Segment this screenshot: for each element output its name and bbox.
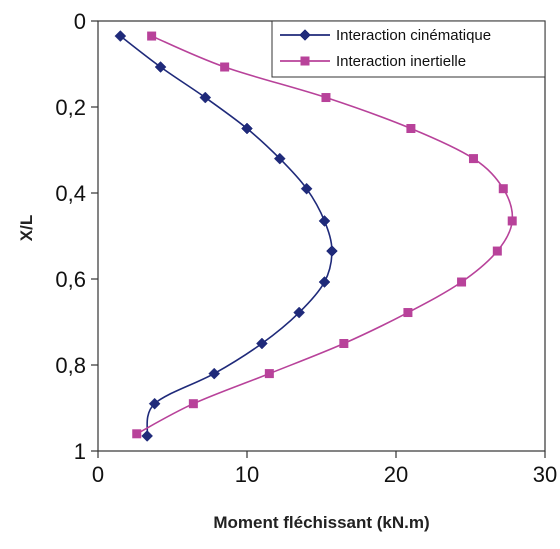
data-point xyxy=(318,215,331,227)
data-point xyxy=(273,152,286,165)
data-point xyxy=(264,369,274,379)
legend-marker xyxy=(300,56,310,66)
data-point xyxy=(339,339,349,348)
data-point xyxy=(492,246,502,256)
data-point xyxy=(468,154,478,164)
data-point xyxy=(256,337,268,350)
data-point xyxy=(300,182,313,195)
y-tick-label: 0,8 xyxy=(55,353,86,378)
legend-label: Interaction cinématique xyxy=(336,27,491,44)
series-2 xyxy=(132,31,517,439)
y-tick-label: 0,6 xyxy=(55,267,86,292)
x-tick-label: 30 xyxy=(533,462,557,487)
data-point xyxy=(293,306,306,319)
series-1 xyxy=(114,30,338,442)
data-point xyxy=(220,62,230,72)
plot-frame xyxy=(97,20,546,452)
data-point xyxy=(208,367,221,380)
legend-item: Interaction cinématique xyxy=(280,27,491,44)
plot-area xyxy=(97,20,546,452)
x-axis-label: Moment fléchissant (kN.m) xyxy=(213,513,429,532)
legend-marker xyxy=(299,29,311,41)
legend-box xyxy=(271,20,546,78)
y-tick-label: 1 xyxy=(74,439,86,464)
data-point xyxy=(188,399,198,409)
data-point xyxy=(148,397,161,410)
data-point xyxy=(321,93,331,103)
series-layer xyxy=(114,30,517,442)
data-point xyxy=(406,124,416,133)
data-point xyxy=(326,245,338,257)
legend-label: Interaction inertielle xyxy=(336,53,466,70)
x-tick-label: 20 xyxy=(384,462,408,487)
x-tick-label: 10 xyxy=(235,462,259,487)
y-axis-label: X/L xyxy=(17,215,36,241)
data-point xyxy=(132,429,142,439)
data-point xyxy=(457,277,467,287)
data-point xyxy=(147,31,157,41)
data-point xyxy=(498,184,508,194)
y-tick-label: 0,4 xyxy=(55,181,86,206)
data-point xyxy=(199,91,212,104)
data-point xyxy=(114,30,127,42)
x-tick-label: 0 xyxy=(92,462,104,487)
data-point xyxy=(403,308,413,318)
data-point xyxy=(318,276,331,288)
y-tick-label: 0,2 xyxy=(55,95,86,120)
axis-ticks: 0 10 20 30 0 0,2 0,4 0,6 0,8 1 xyxy=(55,9,557,487)
y-tick-label: 0 xyxy=(74,9,86,34)
legend-item: Interaction inertielle xyxy=(280,53,466,70)
data-point xyxy=(141,430,154,442)
data-point xyxy=(154,61,167,73)
series-line xyxy=(119,35,333,437)
data-point xyxy=(241,122,253,135)
legend: Interaction cinématique Interaction inert… xyxy=(271,20,546,78)
data-point xyxy=(507,216,517,226)
